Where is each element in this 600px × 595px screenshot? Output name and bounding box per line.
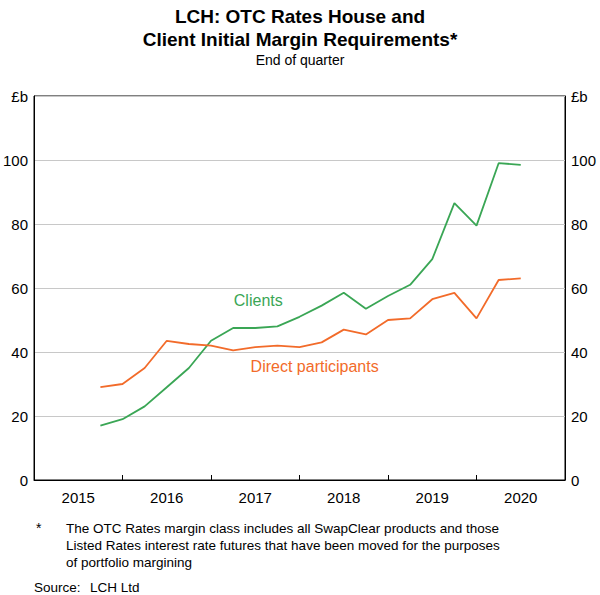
svg-text:2018: 2018 (327, 489, 360, 506)
svg-text:The OTC Rates margin class inc: The OTC Rates margin class includes all … (66, 521, 499, 536)
svg-text:LCH: OTC Rates House and: LCH: OTC Rates House and (175, 6, 425, 27)
svg-text:LCH Ltd: LCH Ltd (90, 580, 140, 595)
svg-text:20: 20 (11, 408, 28, 425)
svg-text:Listed Rates interest rate fut: Listed Rates interest rate futures that … (66, 538, 500, 553)
svg-text:Client Initial Margin Requirem: Client Initial Margin Requirements* (143, 29, 458, 50)
svg-text:100: 100 (571, 152, 596, 169)
svg-text:80: 80 (571, 216, 588, 233)
svg-text:20: 20 (571, 408, 588, 425)
svg-text:100: 100 (3, 152, 28, 169)
svg-text:60: 60 (11, 280, 28, 297)
svg-text:0: 0 (571, 472, 579, 489)
svg-text:£b: £b (571, 88, 588, 105)
svg-text:Direct participants: Direct participants (251, 358, 379, 375)
svg-text:£b: £b (11, 88, 28, 105)
svg-text:60: 60 (571, 280, 588, 297)
svg-text:2017: 2017 (239, 489, 272, 506)
svg-text:2015: 2015 (62, 489, 95, 506)
svg-text:Source:: Source: (34, 580, 81, 595)
svg-text:*: * (36, 520, 42, 536)
svg-text:80: 80 (11, 216, 28, 233)
svg-text:40: 40 (11, 344, 28, 361)
svg-text:0: 0 (20, 472, 28, 489)
svg-text:Clients: Clients (234, 292, 283, 309)
svg-text:2019: 2019 (416, 489, 449, 506)
svg-text:2016: 2016 (150, 489, 183, 506)
svg-text:of portfolio margining: of portfolio margining (66, 555, 192, 570)
svg-text:40: 40 (571, 344, 588, 361)
svg-text:2020: 2020 (504, 489, 537, 506)
svg-text:End of quarter: End of quarter (256, 52, 345, 68)
